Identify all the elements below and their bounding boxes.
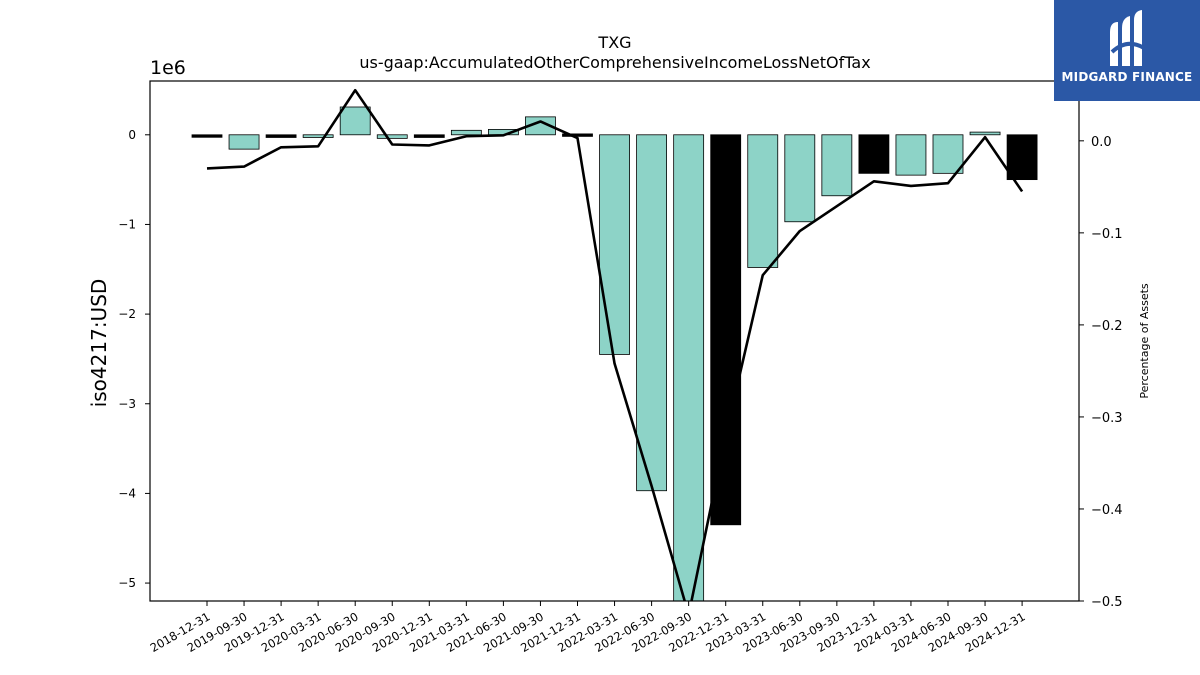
y-offset-label: 1e6 bbox=[150, 57, 186, 79]
y-tick-label: −5 bbox=[118, 576, 136, 590]
y-right-tick-label: −0.3 bbox=[1091, 411, 1123, 426]
bar-2019-12-31 bbox=[265, 134, 297, 138]
bar-2020-03-31 bbox=[302, 134, 334, 138]
bar-2024-03-31 bbox=[895, 134, 927, 176]
bar-2023-09-30 bbox=[821, 134, 853, 197]
bar-2022-03-31 bbox=[599, 134, 630, 355]
y-right-tick-label: −0.4 bbox=[1091, 503, 1123, 518]
y-right-tick-label: 0.0 bbox=[1091, 135, 1112, 150]
bar-2022-12-31 bbox=[710, 134, 742, 526]
bar-2023-12-31 bbox=[858, 134, 890, 174]
pct-assets-line bbox=[206, 88, 1024, 601]
bar-2023-06-30 bbox=[784, 134, 816, 223]
bar-2018-12-31 bbox=[191, 134, 223, 138]
chart-title: TXG bbox=[597, 33, 631, 52]
chart-subtitle: us-gaap:AccumulatedOtherComprehensiveInc… bbox=[359, 53, 870, 72]
brand-name: MIDGARD FINANCE bbox=[1061, 70, 1193, 84]
x-axis: 2018-12-312019-09-302019-12-312020-03-31… bbox=[148, 601, 1028, 655]
y-axis-label-right: Percentage of Assets bbox=[1138, 283, 1151, 399]
y-right-tick-label: −0.1 bbox=[1091, 227, 1123, 242]
bar-2024-09-30 bbox=[969, 131, 1001, 136]
right-axis: 0.0 −0.1 −0.2 −0.3 −0.4 −0.5 bbox=[1079, 135, 1123, 610]
left-axis: 0 −1 −2 −3 −4 −5 bbox=[118, 128, 150, 590]
line-layer bbox=[206, 88, 1024, 601]
bar-2020-06-30 bbox=[339, 106, 371, 136]
bar-2020-12-31 bbox=[413, 134, 445, 138]
bar-2021-03-31 bbox=[450, 129, 482, 136]
y-tick-label: 0 bbox=[128, 128, 136, 142]
bar-2023-03-31 bbox=[747, 134, 779, 268]
bar-2024-06-30 bbox=[932, 134, 964, 174]
bar-2022-06-30 bbox=[636, 134, 667, 492]
y-tick-label: −4 bbox=[118, 486, 136, 500]
bar-2021-12-31 bbox=[562, 133, 593, 137]
M-logo-icon bbox=[1110, 10, 1146, 66]
brand-logo: MIDGARD FINANCE bbox=[1054, 0, 1200, 101]
y-axis-label: iso4217:USD bbox=[87, 279, 111, 408]
y-tick-label: −2 bbox=[118, 307, 136, 321]
y-right-tick-label: −0.2 bbox=[1091, 319, 1123, 334]
bar-2019-09-30 bbox=[228, 134, 260, 150]
bars-layer bbox=[191, 106, 1038, 601]
y-right-tick-label: −0.5 bbox=[1091, 595, 1123, 610]
bar-2020-09-30 bbox=[376, 134, 408, 139]
bar-2022-09-30 bbox=[673, 134, 705, 601]
y-tick-label: −3 bbox=[118, 397, 136, 411]
bar-2024-12-31 bbox=[1006, 134, 1038, 181]
y-tick-label: −1 bbox=[118, 217, 136, 231]
